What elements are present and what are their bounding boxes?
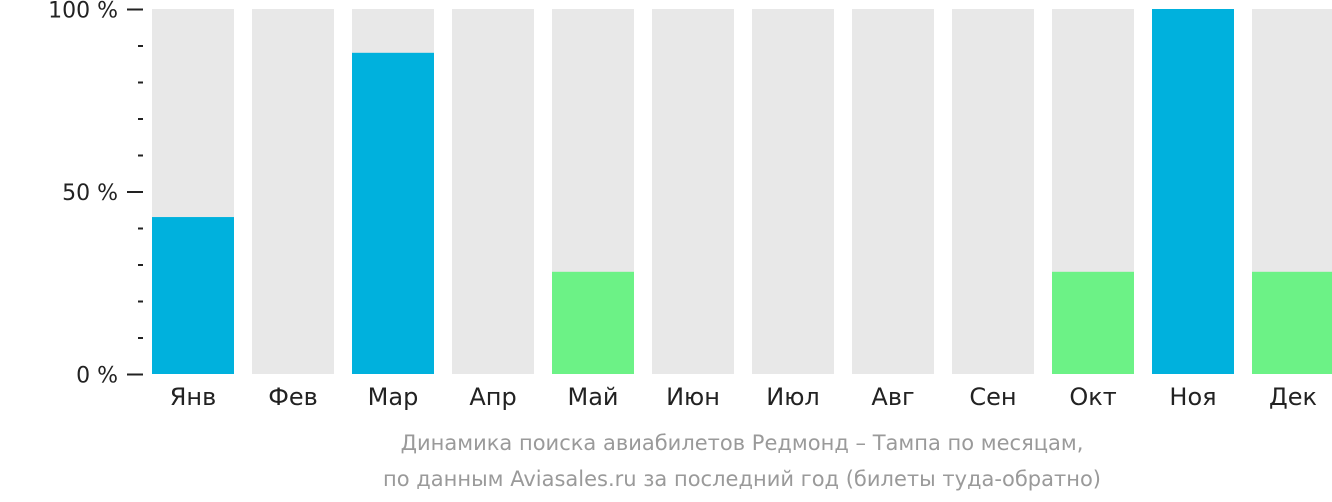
- y-tick-label: 0 %: [76, 364, 118, 389]
- bar-background: [952, 9, 1034, 374]
- x-tick-label: Фев: [268, 383, 318, 411]
- bar-background: [852, 9, 934, 374]
- x-tick-label: Сен: [969, 383, 1016, 411]
- bar: [152, 217, 234, 374]
- x-tick-label: Янв: [170, 383, 217, 411]
- bar-background: [252, 9, 334, 374]
- y-tick-label: 100 %: [48, 0, 118, 24]
- bar-background: [752, 9, 834, 374]
- x-tick-label: Апр: [469, 383, 516, 411]
- bar: [1252, 271, 1332, 374]
- x-tick-label: Окт: [1069, 383, 1116, 411]
- bar: [1152, 9, 1234, 374]
- bar-background: [652, 9, 734, 374]
- bar-background: [452, 9, 534, 374]
- x-tick-label: Июн: [666, 383, 720, 411]
- chart-caption-line-2: по данным Aviasales.ru за последний год …: [383, 467, 1101, 491]
- x-tick-label: Дек: [1269, 383, 1317, 411]
- chart-caption-line-1: Динамика поиска авиабилетов Редмонд – Та…: [400, 431, 1084, 455]
- x-tick-label: Май: [567, 383, 618, 411]
- y-tick-label: 50 %: [62, 181, 118, 206]
- bar: [552, 271, 634, 374]
- x-tick-label: Июл: [766, 383, 820, 411]
- bar: [1052, 271, 1134, 374]
- x-tick-label: Мар: [368, 383, 419, 411]
- x-tick-label: Ноя: [1169, 383, 1216, 411]
- bar: [352, 52, 434, 375]
- x-tick-label: Авг: [871, 383, 914, 411]
